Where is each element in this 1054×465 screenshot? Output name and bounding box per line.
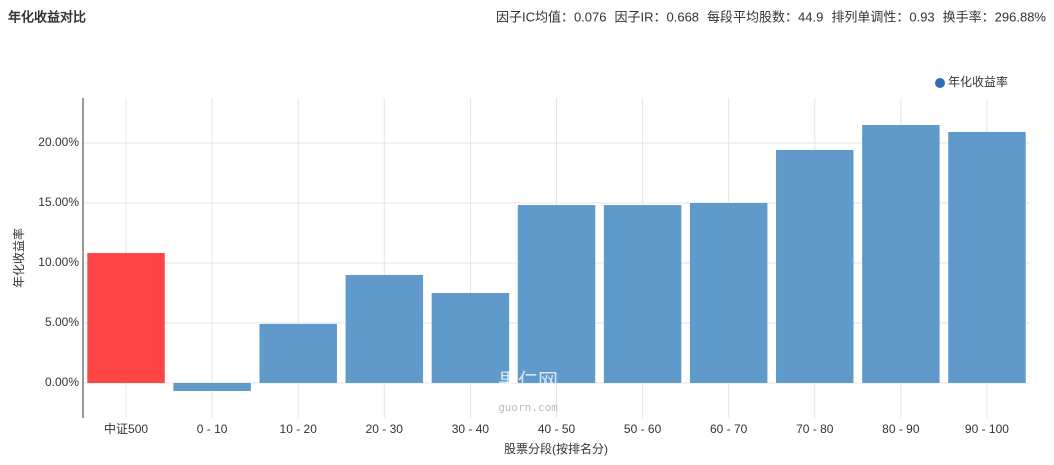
stat: 每段平均股数：44.9 bbox=[707, 9, 823, 24]
y-tick-label: 15.00% bbox=[38, 195, 79, 209]
x-tick-label: 0 - 10 bbox=[197, 422, 228, 436]
bar bbox=[948, 131, 1026, 383]
x-tick-label: 20 - 30 bbox=[366, 422, 404, 436]
y-tick-label: 20.00% bbox=[38, 135, 79, 149]
x-tick-label: 70 - 80 bbox=[796, 422, 834, 436]
stat: 因子IR：0.668 bbox=[615, 9, 700, 24]
bar bbox=[173, 382, 251, 392]
y-tick-label: 5.00% bbox=[45, 315, 79, 329]
stat: 因子IC均值：0.076 bbox=[496, 9, 607, 24]
x-tick-label: 60 - 70 bbox=[710, 422, 748, 436]
bar bbox=[517, 205, 596, 383]
x-tick-label: 30 - 40 bbox=[452, 422, 490, 436]
bar bbox=[345, 274, 424, 383]
watermark: guorn.com bbox=[498, 401, 558, 414]
stat: 排列单调性：0.93 bbox=[831, 9, 934, 24]
y-axis-label: 年化收益率 bbox=[11, 228, 26, 288]
legend-marker bbox=[935, 78, 945, 88]
stat: 换手率：296.88% bbox=[943, 9, 1047, 24]
watermark: 果仁网 bbox=[498, 369, 558, 392]
x-tick-label: 90 - 100 bbox=[965, 422, 1009, 436]
x-axis-label: 股票分段(按排名分) bbox=[504, 441, 608, 456]
bar bbox=[431, 292, 510, 383]
bar bbox=[603, 205, 682, 383]
x-tick-label: 50 - 60 bbox=[624, 422, 662, 436]
y-tick-label: 0.00% bbox=[45, 375, 79, 389]
bar bbox=[689, 202, 768, 383]
y-tick-label: 10.00% bbox=[38, 255, 79, 269]
x-tick-label: 10 - 20 bbox=[280, 422, 318, 436]
bar bbox=[259, 323, 337, 383]
bar bbox=[776, 149, 854, 383]
bar bbox=[862, 124, 940, 383]
x-tick-label: 80 - 90 bbox=[882, 422, 920, 436]
chart-title: 年化收益对比 bbox=[8, 9, 86, 24]
x-tick-label: 40 - 50 bbox=[538, 422, 576, 436]
legend-label: 年化收益率 bbox=[948, 74, 1008, 89]
x-tick-label: 中证500 bbox=[104, 421, 148, 436]
bar bbox=[87, 253, 165, 383]
